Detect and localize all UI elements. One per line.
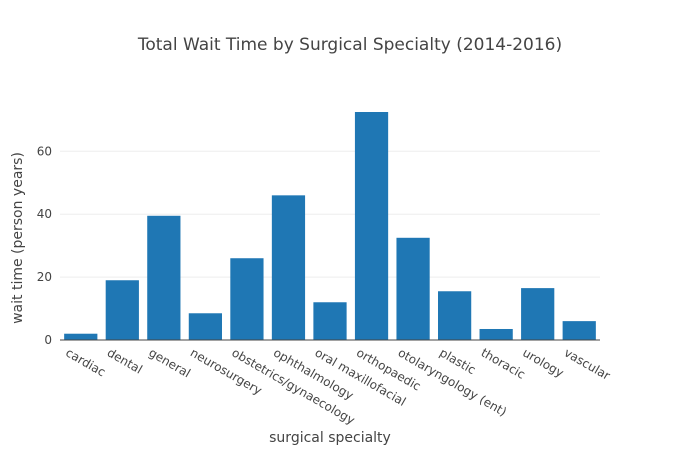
x-tick-label: neurosurgery	[188, 345, 264, 397]
bar-general[interactable]	[147, 215, 181, 340]
y-tick-label: 60	[37, 144, 52, 158]
x-tick-label: vascular	[562, 345, 613, 382]
bar-otolaryngology-ent[interactable]	[396, 237, 430, 340]
gridlines	[60, 150, 600, 278]
bars	[64, 112, 596, 340]
bar-neurosurgery[interactable]	[188, 313, 222, 340]
bar-thoracic[interactable]	[479, 328, 513, 340]
bar-vascular[interactable]	[562, 321, 596, 340]
y-tick-label: 20	[37, 270, 52, 284]
bar-urology[interactable]	[521, 288, 555, 340]
bar-obstetrics-gynaecology[interactable]	[230, 258, 264, 340]
y-axis-title: wait time (person years)	[10, 152, 26, 324]
x-axis-title: surgical specialty	[269, 430, 391, 446]
bar-ophthalmology[interactable]	[271, 195, 306, 340]
bar-oral-maxillofacial[interactable]	[313, 302, 347, 340]
bar-cardiac[interactable]	[64, 333, 98, 340]
x-tick-label: general	[146, 345, 192, 380]
y-tick-label: 40	[37, 207, 52, 221]
x-tick-label: thoracic	[479, 345, 528, 381]
bar-dental[interactable]	[105, 280, 139, 340]
bar-plastic[interactable]	[438, 291, 472, 340]
x-tick-label: urology	[520, 345, 566, 380]
y-tick-label: 0	[44, 333, 52, 347]
bar-orthopaedic[interactable]	[354, 112, 389, 340]
chart-title: Total Wait Time by Surgical Specialty (2…	[137, 35, 562, 55]
x-tick-label: cardiac	[63, 345, 108, 379]
y-axis-ticks: 0 20 40 60	[37, 144, 52, 347]
x-tick-label: dental	[105, 345, 145, 376]
